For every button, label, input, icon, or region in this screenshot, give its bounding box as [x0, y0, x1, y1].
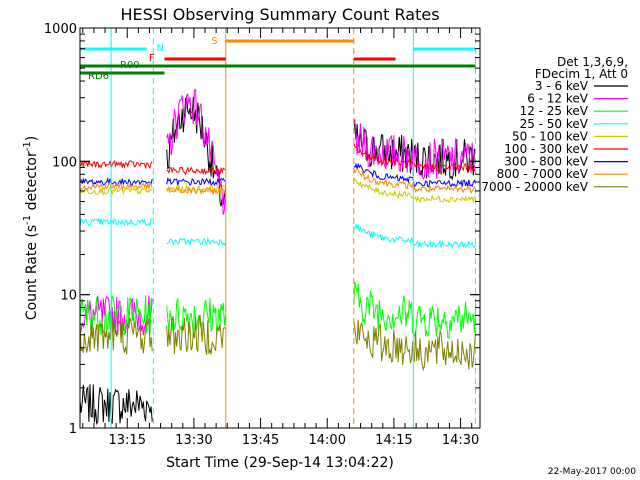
axes: 1 10 100 1000 13:15 13:30 13:45 14:00 14:15 14:30 [44, 22, 480, 448]
y-tick-label: 1 [69, 422, 77, 437]
x-tick-label: 13:30 [175, 433, 212, 448]
x-tick-label: 14:30 [442, 433, 479, 448]
observing-flags: N S F R00 RD6 [80, 28, 477, 428]
legend-label: 12 - 25 keV [520, 104, 589, 118]
y-tick-label: 10 [60, 289, 77, 304]
x-tick-label: 13:15 [109, 433, 146, 448]
legend-label: 7000 - 20000 keV [481, 180, 588, 194]
series-line-3 [79, 217, 477, 250]
legend: Det 1,3,6,9, FDecim 1, Att 0 3 - 6 keV6 … [481, 55, 628, 194]
flag-label-r00: R00 [120, 60, 140, 71]
y-tick-label: 1000 [44, 22, 77, 37]
legend-label: 100 - 300 keV [504, 142, 588, 156]
flag-label-rd6: RD6 [88, 71, 109, 82]
plot-frame [79, 27, 481, 429]
legend-header-1: Det 1,3,6,9, [557, 55, 628, 69]
flag-label-n: N [156, 43, 163, 54]
x-tick-label: 14:15 [375, 433, 412, 448]
y-axis-label-end: ) [24, 136, 40, 141]
legend-label: 800 - 7000 keV [497, 167, 589, 181]
series-line-7 [79, 168, 476, 195]
x-tick-label: 14:00 [309, 433, 346, 448]
legend-label: 6 - 12 keV [527, 92, 589, 106]
plot-area [79, 88, 477, 426]
series-line-5 [79, 143, 476, 176]
flag-label-f: F [149, 53, 155, 64]
y-axis-label-sup2: -1 [22, 141, 33, 151]
chart-title: HESSI Observing Summary Count Rates [120, 5, 439, 24]
y-axis-label-sup1: -1 [22, 215, 33, 225]
legend-label: 300 - 800 keV [504, 155, 588, 169]
legend-header-2: FDecim 1, Att 0 [535, 67, 628, 81]
series-line-6 [80, 162, 477, 188]
series-line-4 [79, 177, 476, 204]
x-axis-label: Start Time (29-Sep-14 13:04:22) [166, 455, 394, 471]
legend-label: 3 - 6 keV [535, 79, 589, 93]
y-axis-label-mid: detector [24, 151, 40, 215]
y-axis-label: Count Rate (s-1 detector-1) [22, 136, 40, 320]
flag-label-s: S [211, 36, 217, 47]
legend-label: 50 - 100 keV [512, 129, 589, 143]
legend-label: 25 - 50 keV [520, 117, 589, 131]
series-line-8 [79, 314, 477, 372]
y-axis-label-main: Count Rate (s [24, 225, 40, 320]
footer-date: 22-May-2017 00:00 [548, 467, 636, 477]
y-tick-label: 100 [52, 155, 77, 170]
x-tick-label: 13:45 [242, 433, 279, 448]
